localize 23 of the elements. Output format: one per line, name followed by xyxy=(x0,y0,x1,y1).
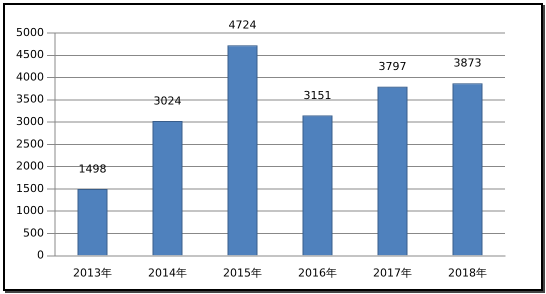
y-tick-label: 2500 xyxy=(16,137,44,150)
data-label: 4724 xyxy=(228,18,256,32)
x-tick-label: 2018年 xyxy=(448,266,487,280)
y-tick-label: 3500 xyxy=(16,92,44,106)
y-tick-label: 4000 xyxy=(16,70,44,84)
data-label: 3024 xyxy=(153,94,182,108)
y-tick-label: 5000 xyxy=(16,26,44,39)
data-label: 3797 xyxy=(378,60,406,73)
data-label: 3151 xyxy=(304,88,332,102)
y-tick-label: 0 xyxy=(36,248,44,262)
y-tick-label: 1000 xyxy=(16,204,44,218)
x-tick-label: 2013年 xyxy=(72,266,112,280)
x-tick-label: 2015年 xyxy=(222,266,262,280)
y-tick-label: 3000 xyxy=(16,114,44,128)
data-label: 1498 xyxy=(78,162,106,176)
x-tick-label: 2014年 xyxy=(148,266,187,280)
y-tick-label: 1500 xyxy=(16,182,44,195)
y-tick-label: 4500 xyxy=(16,48,44,62)
y-tick-label: 2000 xyxy=(16,160,44,173)
x-tick-label: 2017年 xyxy=(373,266,412,280)
data-label: 3873 xyxy=(454,56,482,70)
y-tick-label: 500 xyxy=(22,226,44,240)
x-tick-label: 2016年 xyxy=(298,266,337,280)
